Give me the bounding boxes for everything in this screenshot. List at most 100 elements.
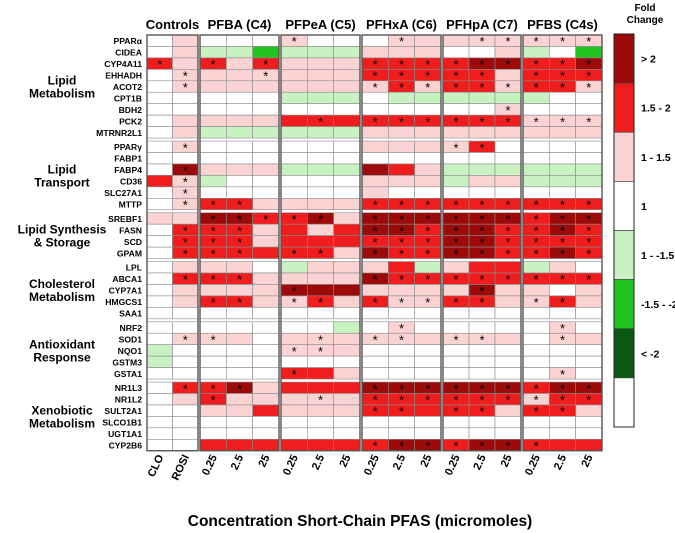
heatmap-cell <box>388 307 415 320</box>
heatmap-cell <box>172 438 199 452</box>
heatmap-cell <box>549 427 576 440</box>
heatmap-cell <box>146 212 173 225</box>
panel-title: PFHpA (C7) <box>446 17 518 32</box>
heatmap-cell <box>307 367 334 380</box>
heatmap-cell <box>199 438 227 452</box>
significance-marker: * <box>586 212 591 227</box>
heatmap-cell <box>226 57 253 70</box>
heatmap-cell <box>199 163 227 176</box>
heatmap-cell <box>333 261 361 274</box>
heatmap-cell <box>307 46 334 59</box>
heatmap-cell <box>388 175 415 188</box>
heatmap-cell <box>199 126 227 139</box>
heatmap-cell <box>146 321 173 334</box>
heatmap-cell <box>522 321 550 334</box>
significance-marker: * <box>534 404 539 419</box>
significance-marker: * <box>373 57 378 72</box>
heatmap-cell <box>252 381 280 394</box>
significance-marker: * <box>373 295 378 310</box>
heatmap-cell <box>307 272 334 285</box>
significance-marker: * <box>292 212 297 227</box>
heatmap-cell <box>226 46 253 59</box>
significance-marker: * <box>237 272 242 287</box>
heatmap-cell <box>146 393 173 406</box>
heatmap-cell <box>280 80 308 93</box>
heatmap-cell <box>146 427 173 440</box>
heatmap-cell <box>333 152 361 165</box>
group-label: Xenobiotic Metabolism <box>29 403 95 430</box>
significance-marker: * <box>505 246 510 261</box>
heatmap-cell <box>414 404 442 417</box>
significance-marker: * <box>399 235 404 250</box>
significance-marker: * <box>505 212 510 227</box>
heatmap-cell <box>199 103 227 116</box>
significance-marker: * <box>211 332 216 347</box>
significance-marker: * <box>453 57 458 72</box>
significance-marker: * <box>373 381 378 396</box>
heatmap-cell <box>333 404 361 417</box>
gene-label: FABP1 <box>114 154 142 164</box>
heatmap-cell <box>146 284 173 297</box>
heatmap-cell <box>333 175 361 188</box>
gene-label: CYP2B6 <box>109 440 143 450</box>
significance-marker: * <box>534 381 539 396</box>
heatmap-cell <box>575 295 603 308</box>
heatmap-cell <box>252 344 280 357</box>
group-label: Lipid Metabolism <box>29 74 95 101</box>
heatmap-cell <box>146 246 173 259</box>
heatmap-cell <box>146 163 173 176</box>
heatmap-cell <box>307 69 334 82</box>
heatmap-cell <box>199 404 227 417</box>
heatmap-cell <box>280 163 308 176</box>
heatmap-cell <box>522 126 550 139</box>
heatmap-cell <box>252 427 280 440</box>
heatmap-cell <box>307 80 334 93</box>
gene-label: NR1L3 <box>115 383 142 393</box>
heatmap-cell <box>146 344 173 357</box>
heatmap-cell <box>199 416 227 429</box>
heatmap-cell <box>414 344 442 357</box>
gene-label: GSTM3 <box>112 357 142 367</box>
column-tick-label: 0.25 <box>281 453 301 477</box>
column-tick-label: 2.5 <box>471 453 488 472</box>
significance-marker: * <box>505 57 510 72</box>
gene-label: FABP4 <box>114 165 142 175</box>
significance-marker: * <box>211 212 216 227</box>
significance-marker: * <box>479 235 484 250</box>
heatmap-cell <box>146 295 173 308</box>
heatmap-cell <box>252 186 280 199</box>
legend-swatch <box>613 377 635 428</box>
heatmap-cell <box>333 393 361 406</box>
gene-label: NQO1 <box>118 346 143 356</box>
significance-marker: * <box>505 80 510 95</box>
heatmap-cell <box>549 416 576 429</box>
significance-marker: * <box>157 57 162 72</box>
significance-marker: * <box>399 321 404 336</box>
heatmap-cell <box>280 91 308 104</box>
significance-marker: * <box>534 235 539 250</box>
significance-marker: * <box>534 212 539 227</box>
significance-marker: * <box>183 186 188 201</box>
column-tick-label: 0.25 <box>362 453 382 477</box>
significance-marker: * <box>292 367 297 382</box>
heatmap-cell <box>226 175 253 188</box>
heatmap-cell <box>252 126 280 139</box>
significance-marker: * <box>586 69 591 84</box>
legend-label: < -2 <box>641 348 660 360</box>
heatmap-cell <box>333 80 361 93</box>
heatmap-cell <box>494 404 522 417</box>
heatmap-cell <box>199 344 227 357</box>
significance-marker: * <box>560 80 565 95</box>
heatmap-cell <box>252 261 280 274</box>
heatmap-cell <box>575 416 603 429</box>
significance-marker: * <box>505 198 510 213</box>
heatmap-cell <box>442 163 470 176</box>
significance-marker: * <box>211 223 216 238</box>
significance-marker: * <box>560 212 565 227</box>
group-label: Lipid Synthesis & Storage <box>18 223 107 250</box>
heatmap-cell <box>252 34 280 47</box>
gene-label: CIDEA <box>115 48 142 58</box>
panel-frame <box>199 34 280 452</box>
heatmap-cell <box>333 321 361 334</box>
